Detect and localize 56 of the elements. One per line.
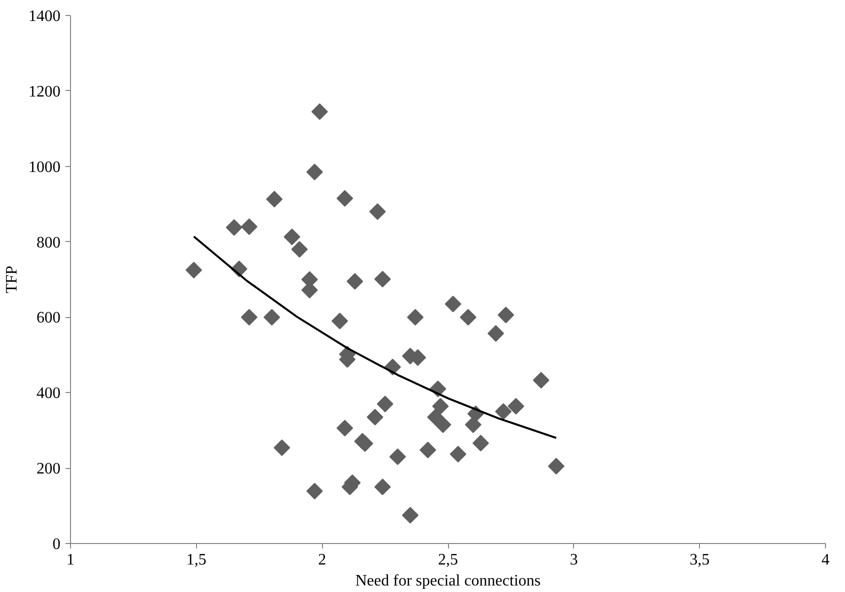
point bbox=[376, 396, 394, 412]
point bbox=[336, 190, 354, 207]
point bbox=[266, 190, 283, 208]
point bbox=[240, 308, 258, 326]
point bbox=[464, 416, 482, 433]
y-tick-label: 600 bbox=[36, 310, 60, 327]
point bbox=[274, 439, 290, 456]
point bbox=[306, 482, 323, 500]
point bbox=[472, 434, 489, 452]
point bbox=[366, 408, 384, 426]
point bbox=[369, 203, 386, 220]
point bbox=[306, 164, 323, 180]
point bbox=[508, 398, 524, 414]
point bbox=[332, 312, 348, 330]
x-tick-label: 3 bbox=[570, 552, 578, 568]
point bbox=[407, 308, 424, 326]
point bbox=[284, 228, 300, 246]
y-tick-label: 1000 bbox=[28, 158, 60, 176]
point bbox=[432, 398, 449, 414]
y-tick-label: 200 bbox=[36, 460, 60, 478]
point bbox=[186, 262, 202, 278]
point bbox=[495, 403, 512, 420]
x-axis-title: Need for special connections bbox=[355, 572, 541, 590]
point bbox=[532, 372, 550, 388]
y-tick-label: 1200 bbox=[28, 83, 60, 100]
point bbox=[420, 442, 436, 458]
x-tick-label: 2,5 bbox=[438, 552, 458, 568]
y-tick-label: 0 bbox=[52, 536, 60, 553]
x-tick-label: 4 bbox=[822, 552, 830, 568]
point bbox=[336, 420, 354, 436]
point bbox=[374, 270, 391, 288]
point bbox=[460, 308, 476, 326]
point bbox=[226, 219, 242, 236]
point bbox=[444, 296, 462, 312]
point bbox=[374, 478, 391, 496]
line-series bbox=[192, 236, 558, 439]
point bbox=[488, 325, 504, 342]
y-tick-label: 800 bbox=[36, 234, 60, 252]
point bbox=[450, 446, 466, 462]
y-axis-title: TFP bbox=[4, 266, 20, 294]
x-tick-label: 3,5 bbox=[690, 552, 710, 568]
point bbox=[291, 241, 308, 258]
x-tick-label: 1 bbox=[66, 552, 74, 568]
point bbox=[434, 416, 452, 433]
x-tick-label: 1,5 bbox=[186, 552, 206, 568]
y-tick-label: 400 bbox=[36, 385, 60, 402]
point bbox=[548, 458, 564, 474]
point bbox=[346, 273, 364, 290]
y-tick-label: 1400 bbox=[28, 8, 60, 25]
point bbox=[402, 506, 419, 524]
point bbox=[240, 218, 258, 235]
point bbox=[311, 103, 328, 120]
point bbox=[498, 306, 514, 324]
point bbox=[389, 448, 406, 466]
point bbox=[264, 308, 280, 326]
x-tick-label: 2 bbox=[318, 552, 326, 568]
